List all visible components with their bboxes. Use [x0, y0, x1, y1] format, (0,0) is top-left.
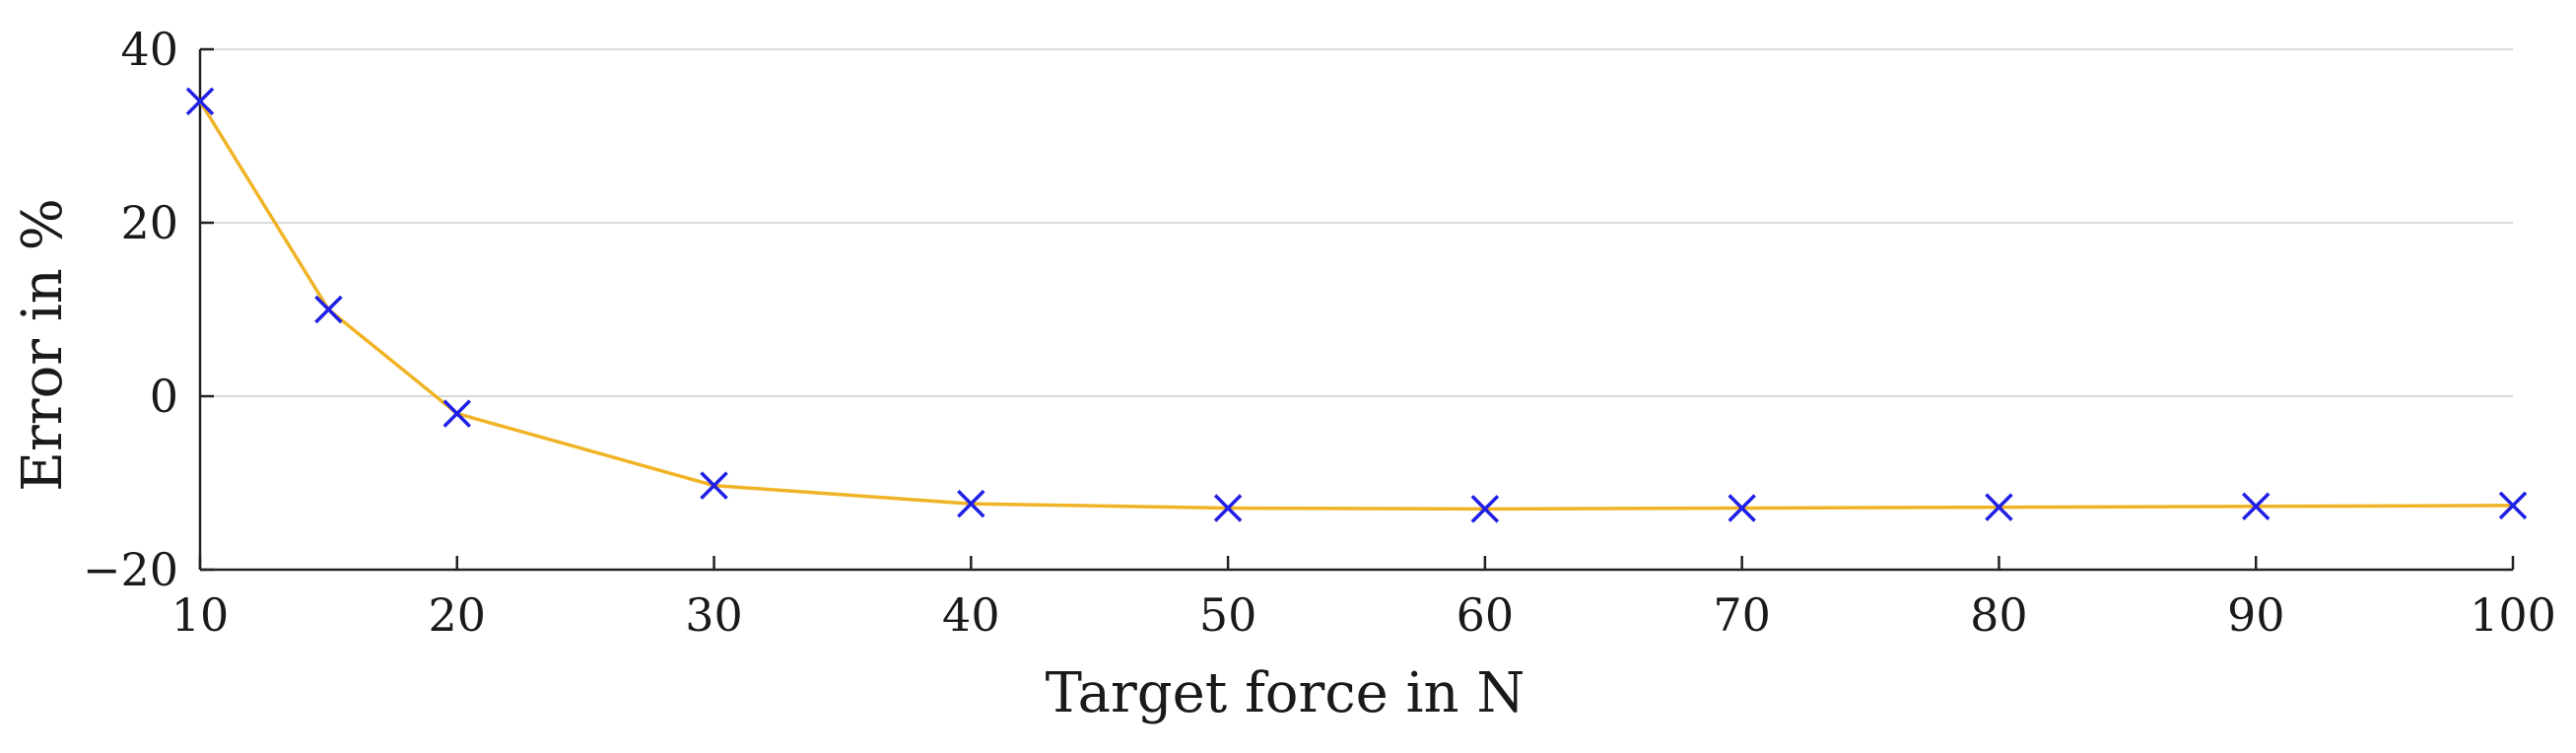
x-axis-label: Target force in N	[1046, 661, 1525, 725]
x-tick-label: 50	[1199, 588, 1257, 642]
series-line	[198, 100, 2514, 512]
x-tick-label: 80	[1970, 588, 2028, 642]
data-point-marker	[442, 399, 472, 428]
x-tick-label: 100	[2470, 588, 2556, 642]
data-point-marker	[1213, 494, 1243, 522]
series	[185, 87, 2528, 523]
data-point-marker	[2498, 491, 2528, 520]
tick-labels: 10 20 30 40 50 60 70 80 90 100 −20 0 20 40	[83, 23, 2556, 642]
data-point-marker	[2241, 492, 2271, 520]
y-tick-label: 0	[150, 370, 178, 423]
data-point-marker	[185, 87, 215, 116]
x-tick-label: 20	[429, 588, 487, 642]
data-point-marker	[314, 295, 343, 324]
x-tick-label: 60	[1457, 588, 1515, 642]
axes	[198, 47, 2515, 572]
x-tick-label: 10	[171, 588, 230, 642]
x-tick-label: 30	[685, 588, 743, 642]
y-tick-label: −20	[83, 543, 178, 596]
data-point-marker	[1470, 495, 1500, 523]
data-point-marker	[1985, 493, 2013, 521]
x-tick-label: 40	[942, 588, 1000, 642]
data-point-marker	[1728, 494, 1756, 522]
x-tick-label: 90	[2227, 588, 2285, 642]
y-tick-label: 20	[120, 196, 178, 249]
data-point-marker	[700, 471, 728, 500]
y-tick-label: 40	[120, 23, 178, 76]
grid-lines	[200, 48, 2513, 397]
x-tick-label: 70	[1713, 588, 1771, 642]
y-axis-label: Error in %	[11, 198, 75, 492]
data-point-marker	[957, 489, 985, 518]
